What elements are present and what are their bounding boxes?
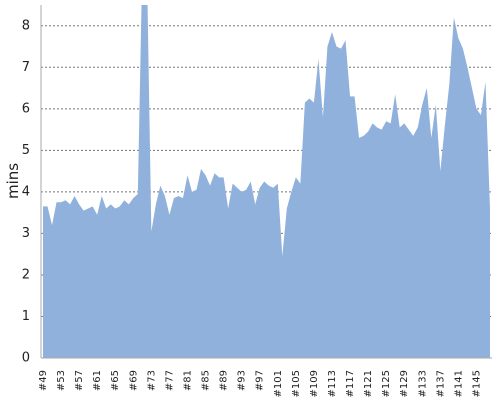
area: [43, 5, 490, 358]
x-tick-label: #93: [237, 370, 248, 391]
y-tick-label: 7: [22, 60, 30, 75]
x-tick-label: #141: [453, 370, 464, 397]
x-tick-label: #129: [399, 370, 410, 397]
x-tick-label: #137: [435, 370, 446, 397]
x-tick-label: #101: [273, 370, 284, 397]
x-tick-label: #125: [381, 370, 392, 397]
x-tick-label: #133: [417, 370, 428, 397]
y-tick-label: 8: [22, 18, 30, 33]
x-tick-label: #121: [363, 370, 374, 397]
x-tick-label: #97: [255, 370, 266, 391]
x-tick-label: #49: [38, 370, 49, 391]
x-tick-label: #113: [327, 370, 338, 397]
y-tick-label: 0: [22, 351, 30, 366]
x-tick-label: #57: [74, 370, 85, 391]
y-tick-label: 3: [22, 226, 30, 241]
x-tick-label: #109: [309, 370, 320, 397]
x-tick-label: #81: [182, 370, 193, 391]
x-tick-label: #77: [164, 370, 175, 391]
y-tick-label: 6: [22, 101, 30, 116]
x-tick-label: #105: [291, 370, 302, 397]
y-axis-label: mins: [4, 163, 22, 199]
y-tick-label: 2: [22, 267, 30, 282]
x-tick-label: #69: [128, 370, 139, 391]
y-tick-label: 4: [22, 184, 30, 199]
x-tick-label: #145: [471, 370, 482, 397]
x-tick-label: #117: [345, 370, 356, 397]
x-tick-label: #53: [56, 370, 67, 391]
x-tick-label: #65: [110, 370, 121, 391]
y-tick-label: 1: [22, 309, 30, 324]
x-tick-label: #61: [92, 370, 103, 391]
x-tick-label: #85: [201, 370, 212, 391]
x-tick-label: #73: [146, 370, 157, 391]
y-tick-label: 5: [22, 143, 30, 158]
x-tick-label: #89: [219, 370, 230, 391]
